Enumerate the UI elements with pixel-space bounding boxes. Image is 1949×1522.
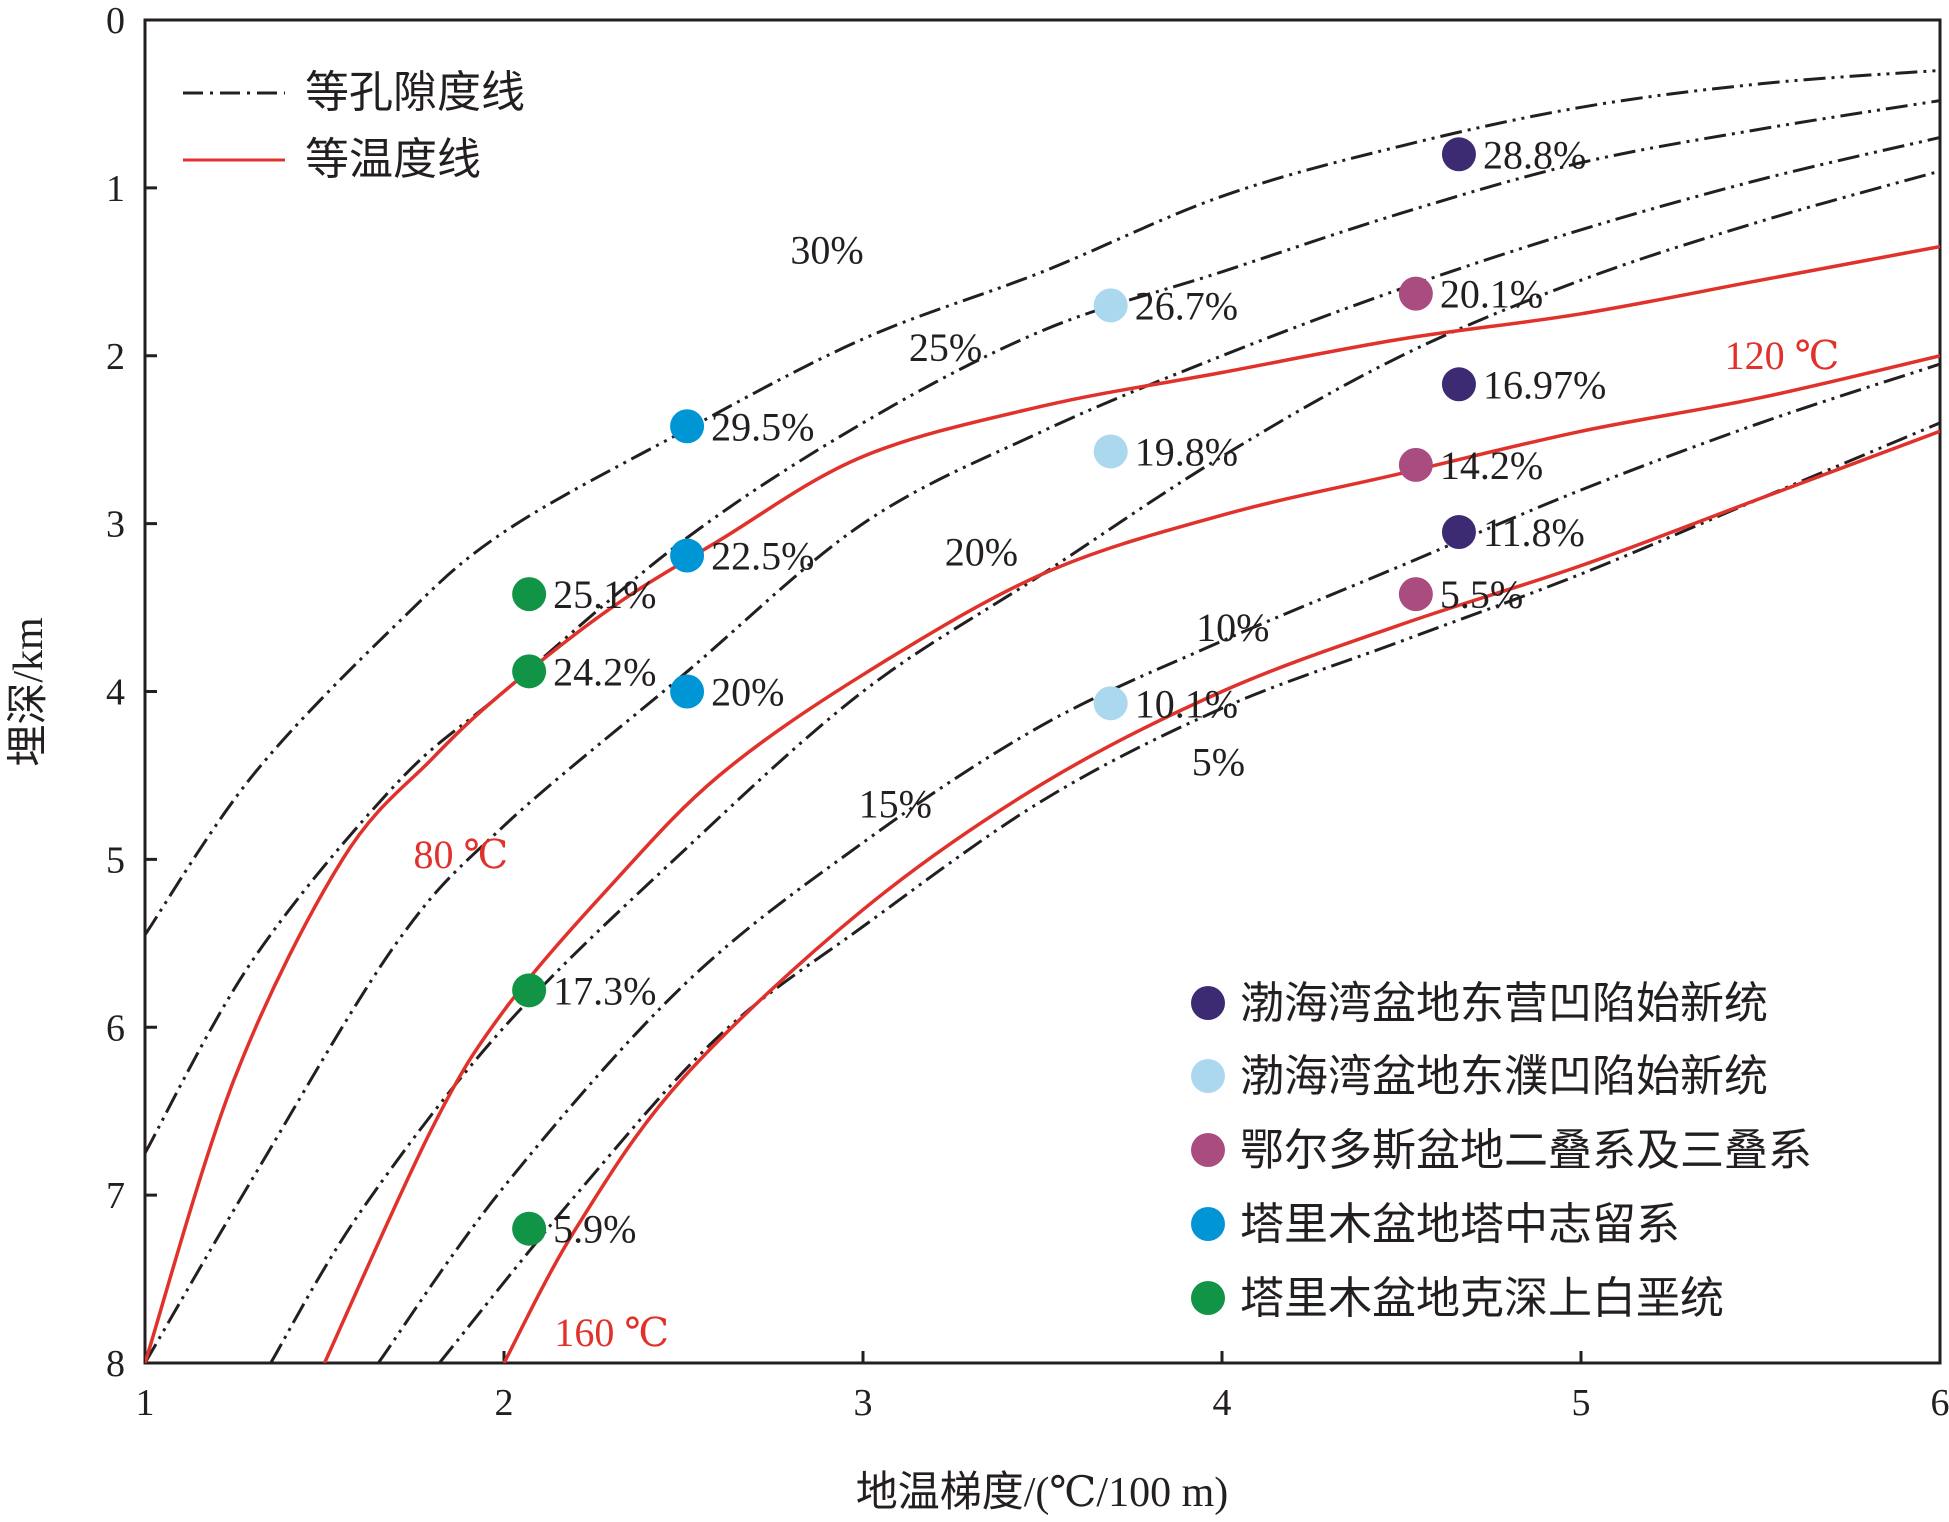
x-tick-label: 6 <box>1931 1382 1949 1424</box>
data-point <box>1093 434 1128 469</box>
x-tick-label: 3 <box>854 1382 873 1424</box>
legend-iso-porosity-label: 等孔隙度线 <box>305 68 525 117</box>
data-point <box>512 654 547 689</box>
axis-ticks: 1 2 3 4 5 6 0 1 2 3 4 5 6 7 8 <box>106 0 1949 1424</box>
iso-porosity-label-5: 5% <box>1192 739 1245 784</box>
iso-porosity-line-10 <box>377 362 1940 1363</box>
curve-labels: 30% 25% 20% 15% 10% 5% 80 ℃ 120 ℃ 160 ℃ <box>414 227 1840 1355</box>
x-tick-label: 5 <box>1572 1382 1591 1424</box>
isotherm-label-80: 80 ℃ <box>414 832 509 877</box>
y-tick-label: 7 <box>106 1175 125 1217</box>
legend-label-keshen: 塔里木盆地克深上白垩统 <box>1240 1274 1724 1323</box>
legend-label-dongpu: 渤海湾盆地东濮凹陷始新统 <box>1240 1052 1768 1101</box>
y-tick-label: 5 <box>106 839 125 881</box>
data-point <box>512 577 547 612</box>
x-tick-label: 2 <box>495 1382 514 1424</box>
point-legend: 渤海湾盆地东营凹陷始新统 渤海湾盆地东濮凹陷始新统 鄂尔多斯盆地二叠系及三叠系 … <box>1191 979 1812 1323</box>
y-tick-label: 4 <box>106 672 125 714</box>
y-axis-title: 埋深/km <box>6 617 52 767</box>
legend-marker-dongying <box>1191 986 1225 1020</box>
y-tick-label: 8 <box>106 1343 125 1385</box>
data-point-label: 29.5% <box>711 404 814 449</box>
data-point-label: 25.1% <box>553 572 656 617</box>
legend-label-tazhong: 塔里木盆地塔中志留系 <box>1240 1200 1680 1249</box>
y-tick-label: 3 <box>106 504 125 546</box>
isotherm-label-120: 120 ℃ <box>1725 333 1840 378</box>
iso-porosity-label-20: 20% <box>945 530 1018 575</box>
data-point <box>1093 686 1128 721</box>
y-tick-label: 2 <box>106 336 125 378</box>
data-point-label: 5.9% <box>553 1207 636 1252</box>
data-point <box>1398 447 1433 482</box>
data-point-label: 5.5% <box>1440 572 1523 617</box>
isotherm-line-160 <box>502 429 1940 1363</box>
data-point-label: 24.2% <box>553 649 656 694</box>
data-point <box>1441 137 1476 172</box>
data-point <box>1441 367 1476 402</box>
data-point <box>670 538 705 573</box>
isotherm-lines <box>145 244 1940 1363</box>
data-point-label: 20% <box>711 670 784 715</box>
iso-porosity-label-15: 15% <box>859 781 932 826</box>
data-point-label: 11.8% <box>1483 510 1585 555</box>
iso-porosity-line-5 <box>438 421 1940 1363</box>
data-point <box>1093 288 1128 323</box>
isotherm-label-160: 160 ℃ <box>554 1310 669 1355</box>
data-points: 28.8% 16.97% 11.8% 26.7% 19.8% 10.1% 20.1% 14.2… <box>512 132 1606 1252</box>
x-axis-title: 地温梯度/(℃/100 m) <box>856 1470 1228 1516</box>
iso-porosity-label-10: 10% <box>1196 605 1269 650</box>
data-point-label: 28.8% <box>1483 132 1586 177</box>
x-tick-label: 4 <box>1213 1382 1232 1424</box>
data-point-label: 26.7% <box>1135 283 1238 328</box>
y-tick-label: 1 <box>106 168 125 210</box>
iso-porosity-line-25 <box>145 99 1940 1154</box>
data-point <box>1441 515 1476 550</box>
data-point-label: 22.5% <box>711 534 814 579</box>
legend-isotherm-label: 等温度线 <box>305 135 481 184</box>
legend-marker-tazhong <box>1191 1207 1225 1241</box>
legend-marker-dongpu <box>1191 1059 1225 1093</box>
isotherm-line-120 <box>322 354 1940 1363</box>
y-tick-label: 0 <box>106 0 125 42</box>
iso-porosity-line-20 <box>145 136 1940 1363</box>
data-point-label: 19.8% <box>1135 429 1238 474</box>
data-point <box>1398 276 1433 311</box>
y-tick-label: 6 <box>106 1007 125 1049</box>
iso-porosity-label-30: 30% <box>790 227 863 272</box>
data-point-label: 16.97% <box>1483 362 1606 407</box>
legend-label-dongying: 渤海湾盆地东营凹陷始新统 <box>1240 979 1768 1028</box>
data-point <box>512 973 547 1008</box>
data-point-label: 20.1% <box>1440 272 1543 317</box>
data-point <box>670 674 705 709</box>
data-point <box>670 409 705 444</box>
data-point-label: 14.2% <box>1440 443 1543 488</box>
data-point <box>512 1211 547 1246</box>
isotherm-line-80 <box>145 244 1940 1363</box>
legend-label-ordos: 鄂尔多斯盆地二叠系及三叠系 <box>1240 1126 1812 1175</box>
iso-porosity-line-15 <box>269 169 1940 1363</box>
legend-marker-keshen <box>1191 1281 1225 1315</box>
data-point <box>1398 577 1433 612</box>
data-point-label: 17.3% <box>553 968 656 1013</box>
iso-porosity-label-25: 25% <box>909 325 982 370</box>
iso-porosity-line-30 <box>145 68 1940 936</box>
x-tick-label: 1 <box>136 1382 155 1424</box>
legend-marker-ordos <box>1191 1133 1225 1167</box>
data-point-label: 10.1% <box>1135 681 1238 726</box>
line-legend: 等孔隙度线 等温度线 <box>183 68 525 184</box>
